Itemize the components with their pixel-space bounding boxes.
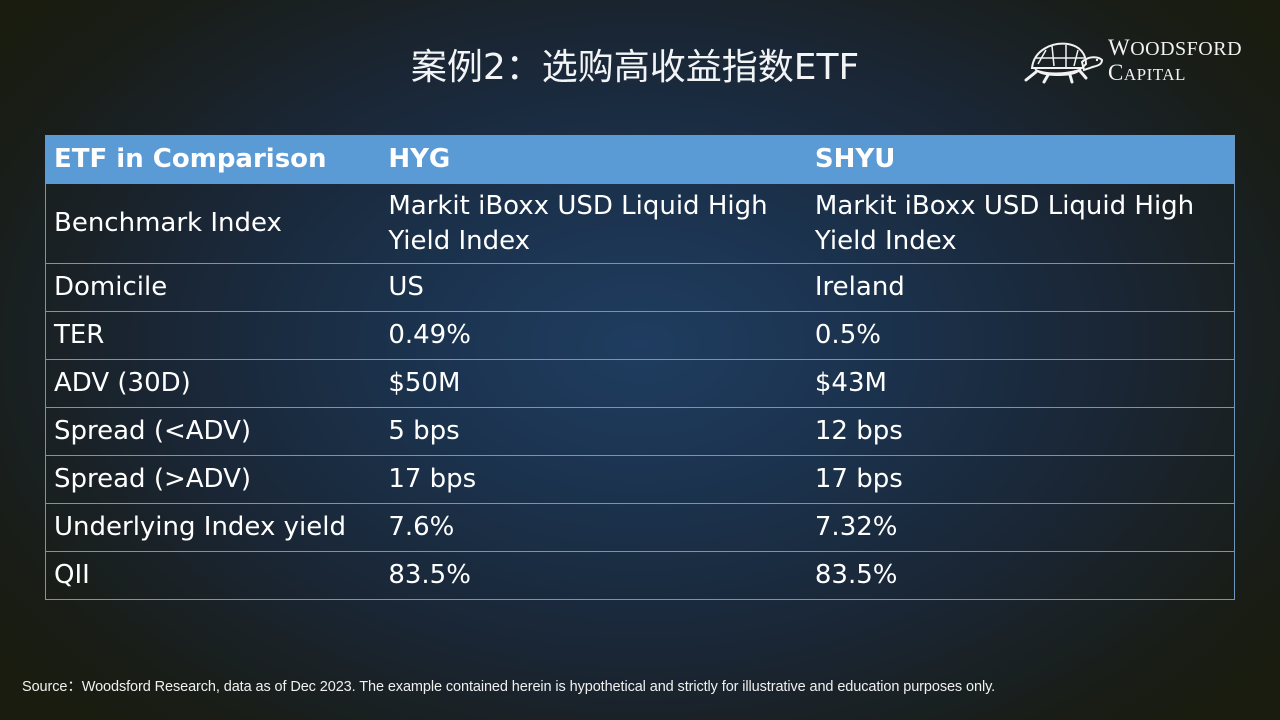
table-row-benchmark-index: Benchmark Index Markit iBoxx USD Liquid … <box>45 183 1235 264</box>
logo-word-woodsford: OODSFORD <box>1130 37 1243 60</box>
hyg-value: Markit iBoxx USD Liquid High Yield Index <box>380 183 807 264</box>
row-label: Spread (<ADV) <box>45 407 381 456</box>
shyu-value: $43M <box>806 359 1235 408</box>
shyu-value: 7.32% <box>806 503 1235 552</box>
hyg-value: US <box>380 263 807 312</box>
logo-word-capital: APITAL <box>1123 64 1186 84</box>
table-row-underlying-yield: Underlying Index yield 7.6% 7.32% <box>45 503 1235 552</box>
hyg-value: 17 bps <box>380 455 807 504</box>
row-label: Underlying Index yield <box>45 503 381 552</box>
logo-initial-w: W <box>1108 34 1131 60</box>
table-header-row: ETF in Comparison HYG SHYU <box>45 135 1235 184</box>
hyg-value: 5 bps <box>380 407 807 456</box>
shyu-value: Ireland <box>806 263 1235 312</box>
woodsford-capital-logo: WOODSFORD CAPITAL <box>1022 34 1247 86</box>
row-label: QII <box>45 551 381 600</box>
table-row-spread-above-adv: Spread (>ADV) 17 bps 17 bps <box>45 455 1235 504</box>
shyu-value: 17 bps <box>806 455 1235 504</box>
shyu-value: 0.5% <box>806 311 1235 360</box>
row-label: TER <box>45 311 381 360</box>
header-metric: ETF in Comparison <box>45 135 381 184</box>
row-label: Domicile <box>45 263 381 312</box>
shyu-value: Markit iBoxx USD Liquid High Yield Index <box>806 183 1235 264</box>
shyu-value: 83.5% <box>806 551 1235 600</box>
table-row-ter: TER 0.49% 0.5% <box>45 311 1235 360</box>
table-row-domicile: Domicile US Ireland <box>45 263 1235 312</box>
table-row-qii: QII 83.5% 83.5% <box>45 551 1235 600</box>
row-label: Spread (>ADV) <box>45 455 381 504</box>
header-shyu: SHYU <box>806 135 1235 184</box>
tortoise-icon <box>1024 42 1104 84</box>
hyg-value: $50M <box>380 359 807 408</box>
shyu-value: 12 bps <box>806 407 1235 456</box>
hyg-value: 83.5% <box>380 551 807 600</box>
hyg-value: 7.6% <box>380 503 807 552</box>
header-hyg: HYG <box>380 135 807 184</box>
row-label: Benchmark Index <box>45 183 381 264</box>
hyg-value: 0.49% <box>380 311 807 360</box>
table-row-adv: ADV (30D) $50M $43M <box>45 359 1235 408</box>
row-label: ADV (30D) <box>45 359 381 408</box>
slide-title: 案例2：选购高收益指数ETF <box>410 47 860 88</box>
etf-comparison-table: ETF in Comparison HYG SHYU Benchmark Ind… <box>45 135 1235 600</box>
table-row-spread-below-adv: Spread (<ADV) 5 bps 12 bps <box>45 407 1235 456</box>
logo-initial-c: C <box>1108 59 1124 85</box>
source-footnote: Source：Woodsford Research, data as of De… <box>22 679 996 695</box>
